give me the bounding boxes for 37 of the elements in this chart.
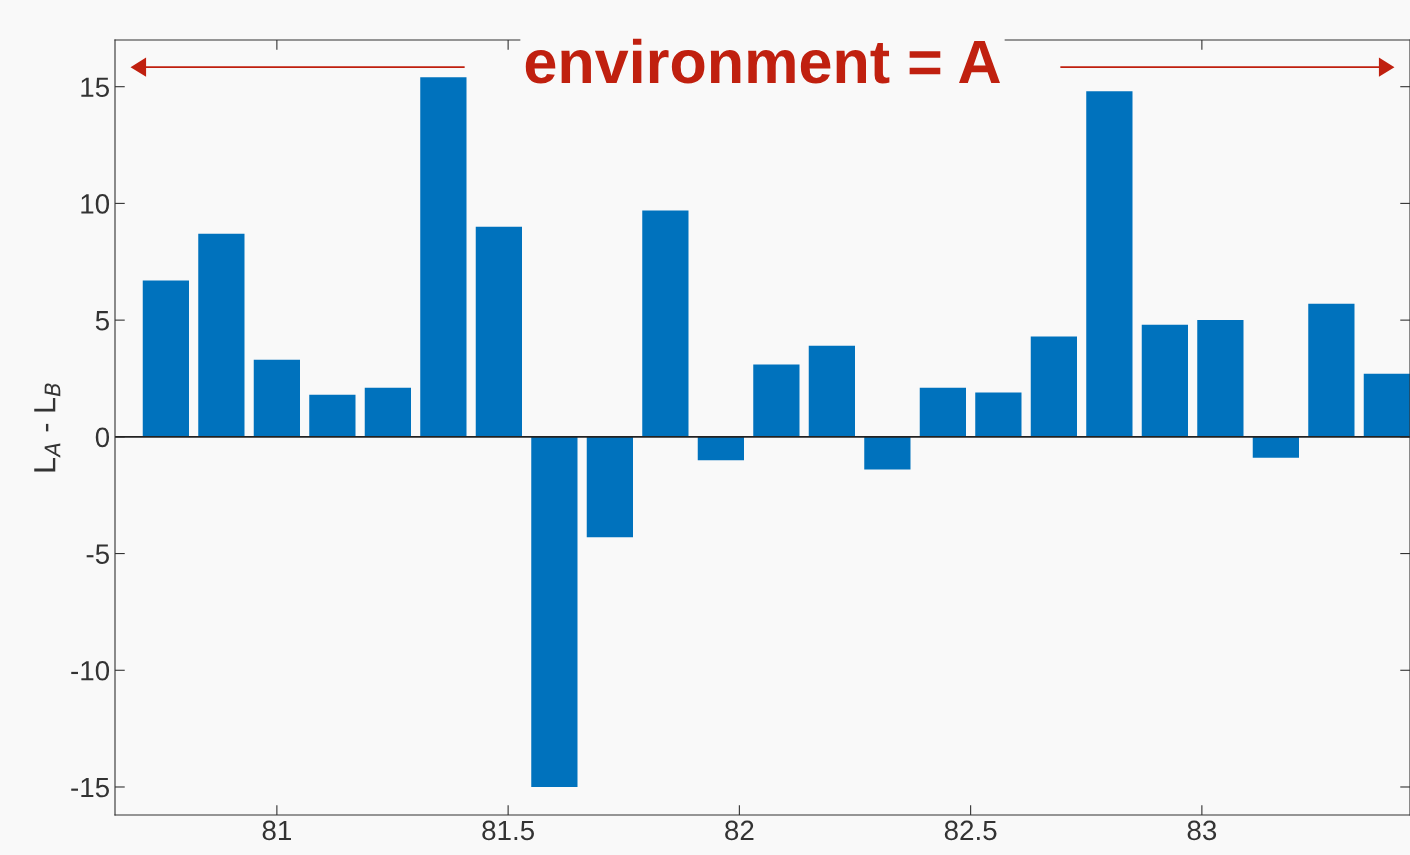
bar [864, 436, 911, 470]
bar [1141, 324, 1188, 437]
x-tick-label: 83 [1187, 820, 1217, 841]
y-tick-label: -15 [71, 777, 109, 798]
x-tick-label: 82 [725, 820, 754, 841]
y-tick-label: 0 [95, 427, 110, 448]
bar [919, 387, 966, 437]
bar [1086, 91, 1133, 437]
bar [1308, 303, 1355, 437]
bar [142, 280, 189, 437]
y-axis-title: L$_{A}$ - L$_{B}$ [34, 383, 61, 472]
y-tick-label: 10 [81, 194, 110, 214]
x-tick-label: 81 [262, 820, 291, 841]
y-tick-label: -5 [86, 544, 109, 564]
bar [808, 345, 855, 437]
bar [753, 364, 800, 437]
bar [697, 436, 744, 461]
bar [586, 436, 633, 538]
bar [1197, 320, 1244, 437]
bar [1363, 373, 1410, 437]
bar [475, 226, 522, 437]
bar [531, 436, 578, 787]
bar [642, 210, 689, 437]
bar [420, 77, 467, 437]
bar [309, 394, 356, 437]
y-tick-label: 15 [81, 77, 109, 98]
y-tick-label: -10 [71, 660, 110, 681]
bar [364, 387, 411, 437]
bar [1252, 436, 1299, 458]
bar [1030, 336, 1077, 437]
x-tick-label: 82.5 [944, 820, 997, 841]
x-tick-label: 81.5 [482, 820, 534, 841]
bar [975, 392, 1022, 437]
bar [253, 359, 300, 437]
annotation: environment = A [525, 38, 1000, 84]
y-tick-label: 5 [95, 311, 109, 331]
bar [198, 233, 245, 437]
